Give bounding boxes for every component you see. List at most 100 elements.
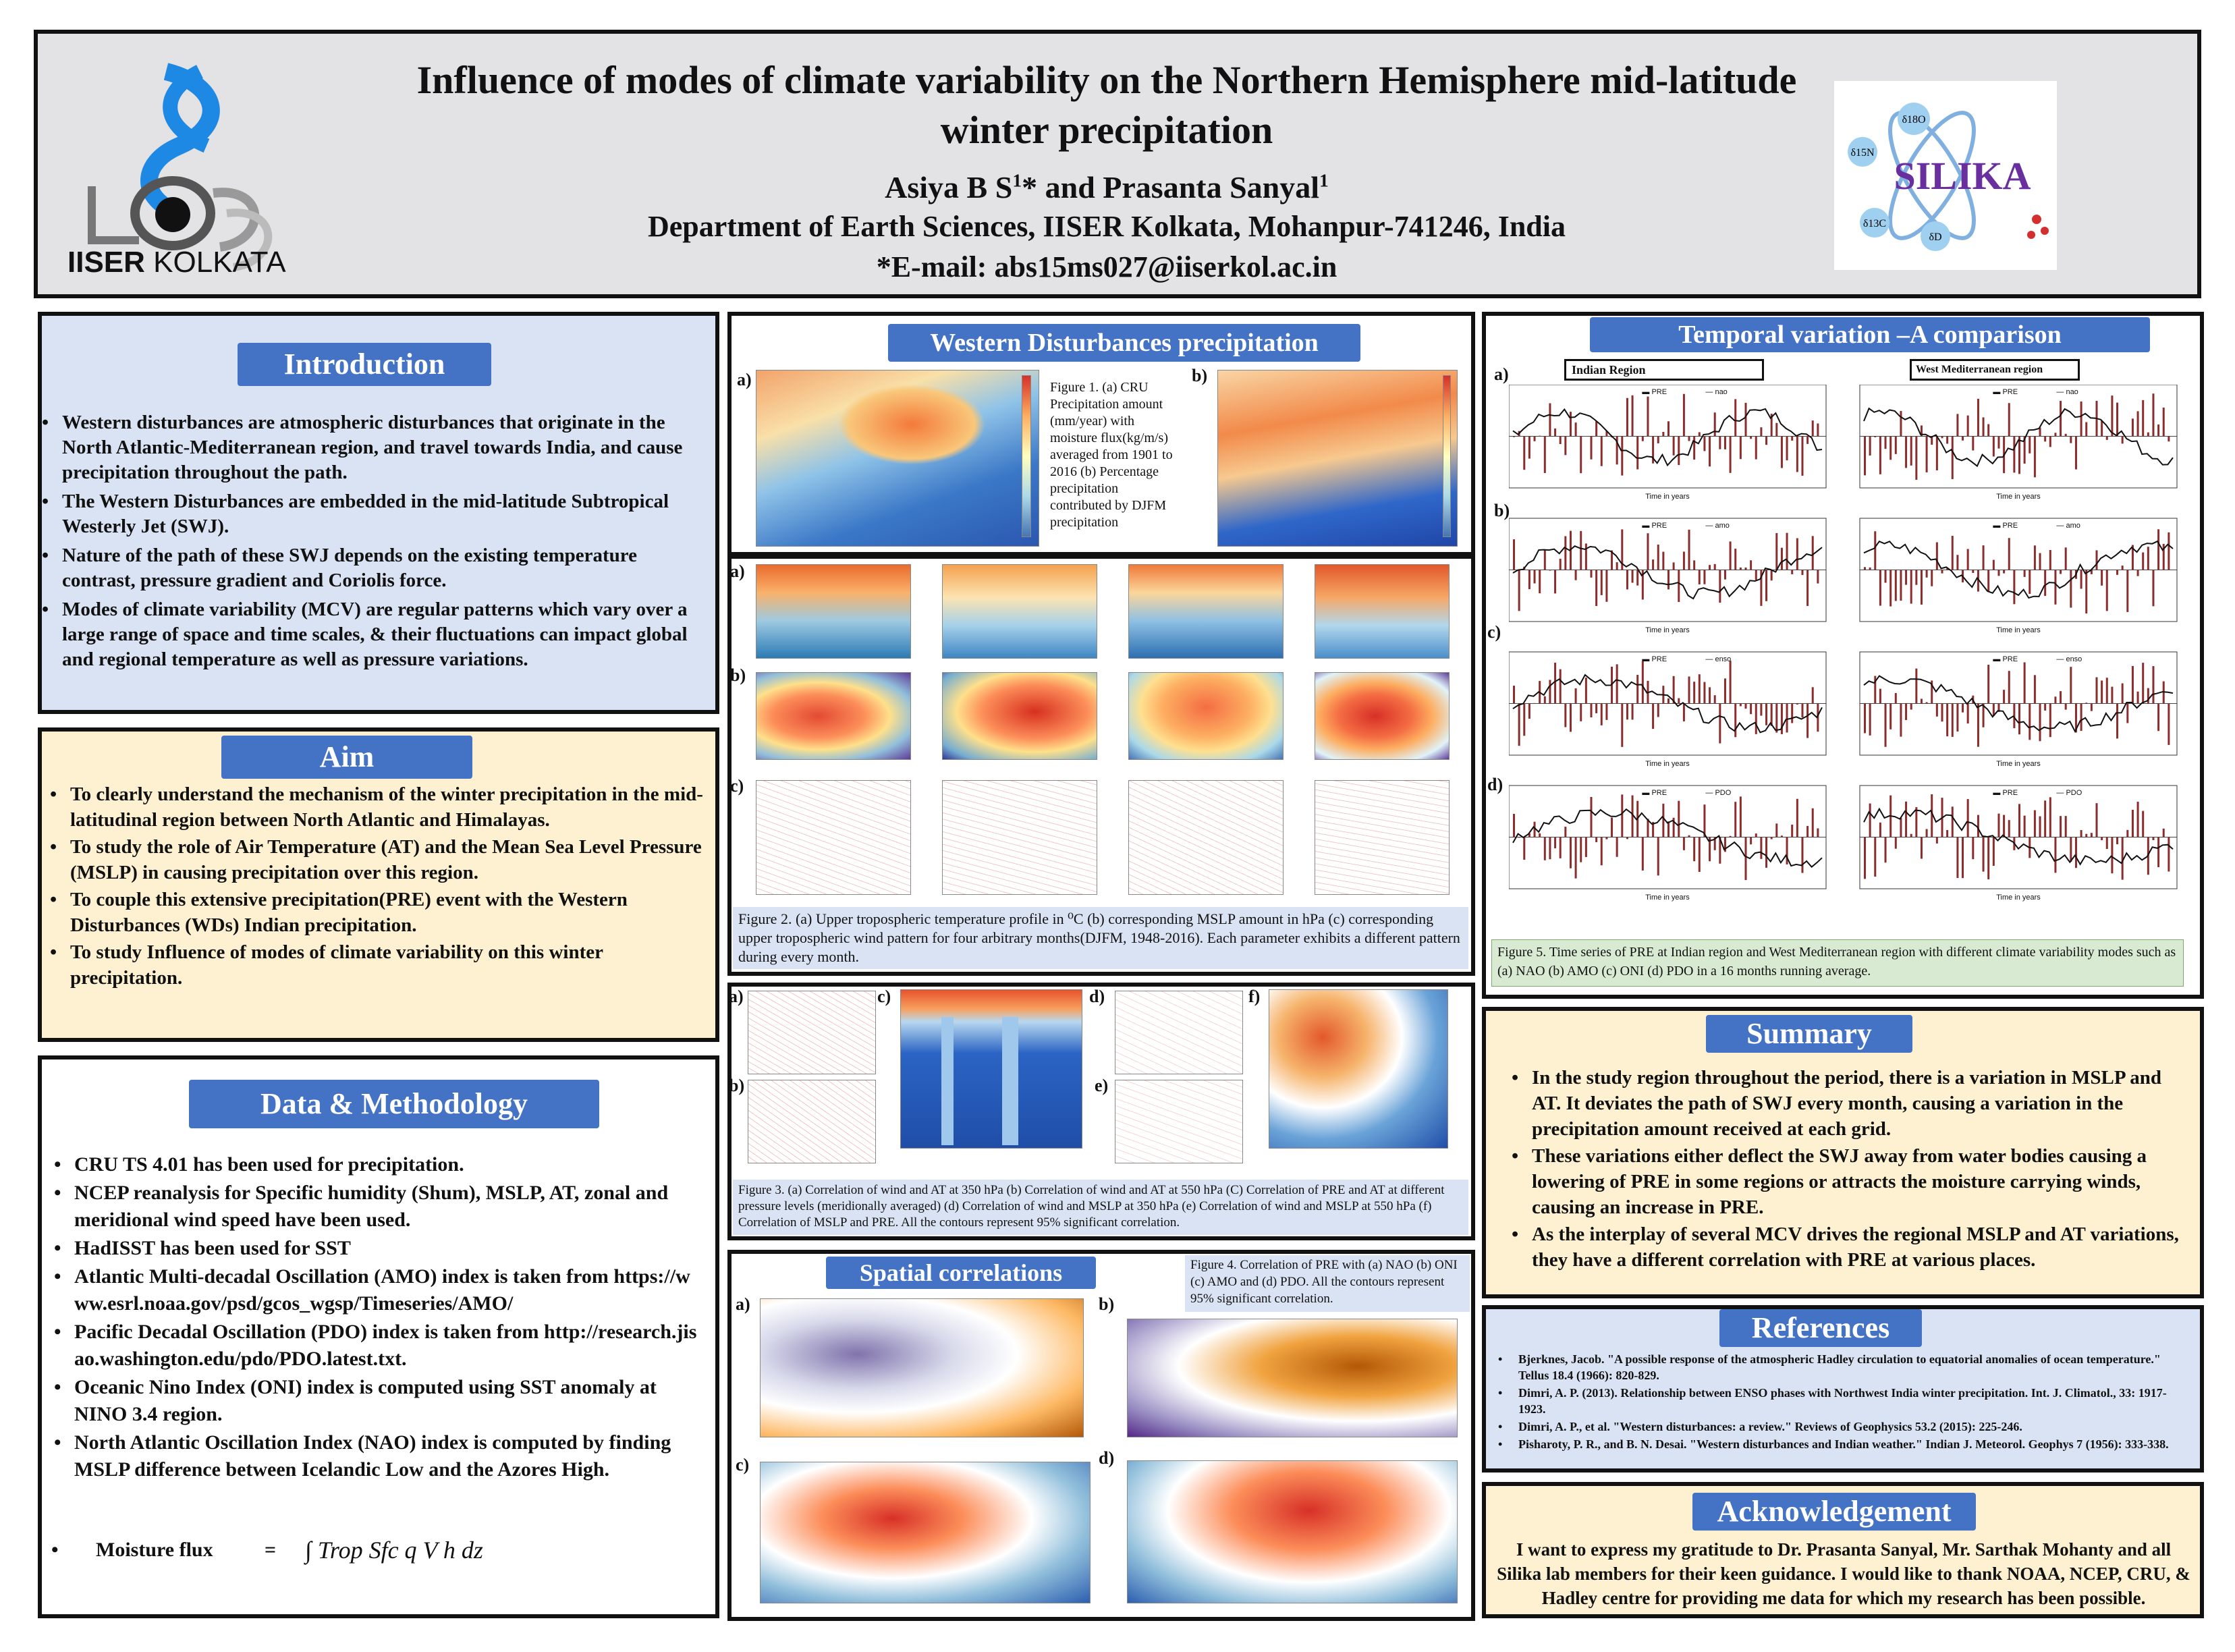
pre-bar: [1905, 801, 1908, 837]
pre-bar: [1900, 703, 1902, 737]
pre-bar: [1652, 559, 1655, 570]
pre-bar: [1672, 562, 1675, 570]
pre-bar: [1611, 550, 1613, 570]
fig1b-colorbar: [1443, 375, 1451, 537]
mode-line: [1512, 408, 1823, 467]
pre-bar: [2003, 815, 2006, 837]
pre-bar: [1935, 837, 1938, 844]
pre-bar: [1600, 837, 1603, 866]
iiser-logo-text: IISER KOLKATA: [67, 246, 286, 279]
pre-bar: [1595, 703, 1598, 713]
pre-bar: [1626, 703, 1628, 720]
pre-bar: [2131, 809, 2134, 837]
pre-bar: [1987, 424, 1990, 437]
pre-bar: [1523, 837, 1526, 860]
fig1-caption: Figure 1. (a) CRU Precipitation amount (…: [1050, 380, 1173, 530]
pre-bar: [1760, 837, 1763, 859]
pre-bar: [2136, 570, 2139, 576]
pre-bar: [1698, 837, 1701, 873]
pre-bar: [1910, 703, 1912, 710]
aim-title: Aim: [221, 736, 472, 779]
temporal-title: Temporal variation –A comparison: [1590, 317, 2150, 352]
pre-bar: [2105, 837, 2108, 850]
pre-bar: [2054, 837, 2057, 873]
pre-bar: [1780, 835, 1783, 837]
pre-bar: [2085, 570, 2088, 614]
fig5-label-a: a): [1494, 364, 1509, 384]
pre-bar: [1884, 837, 1887, 863]
pre-bar: [1631, 795, 1634, 837]
pre-bar: [1574, 570, 1577, 580]
pre-bar: [1672, 817, 1675, 837]
pre-bar: [1693, 560, 1696, 570]
pre-bar: [1719, 703, 1721, 744]
pre-bar: [2131, 665, 2134, 704]
pre-bar: [1977, 815, 1979, 837]
pre-bar: [2003, 690, 2006, 704]
pre-bar: [1580, 703, 1582, 721]
pre-bar: [2044, 703, 2047, 711]
fig2b-map-2: [942, 672, 1097, 760]
legend-mode: — nao: [1705, 388, 1727, 396]
pre-bar: [2095, 803, 2098, 837]
list-item: In the study region throughout the perio…: [1512, 1065, 2180, 1142]
list-item: As the interplay of several MCV drives t…: [1512, 1221, 2180, 1273]
pre-bar: [1698, 674, 1701, 704]
pre-bar: [1543, 549, 1546, 570]
pre-bar: [1657, 837, 1659, 876]
isotope-c-label: δ13C: [1863, 218, 1886, 229]
pre-bar: [1580, 436, 1582, 474]
x-axis-label: Time in years: [1996, 760, 2041, 768]
pre-bar: [1997, 436, 2000, 449]
pre-bar: [1931, 570, 1933, 586]
fig4-label-b: b): [1099, 1294, 1115, 1314]
pre-bar: [1966, 703, 1969, 724]
x-axis-label: Time in years: [1645, 493, 1690, 501]
pre-bar: [1786, 703, 1788, 733]
pre-bar: [1780, 436, 1783, 468]
pre-bar: [1869, 567, 1871, 570]
legend-pre: ▬ PRE: [1993, 655, 2018, 663]
pre-bar: [1513, 686, 1515, 704]
pre-bar: [1915, 570, 1918, 585]
pre-bar: [2049, 550, 2051, 570]
wd-precip-title: Western Disturbances precipitation: [888, 324, 1360, 362]
chart-frame: [1509, 385, 1827, 489]
pre-bar: [1915, 807, 1918, 837]
pre-bar: [1869, 803, 1871, 837]
pre-bar: [2023, 570, 2026, 577]
pre-bar: [1786, 436, 1788, 461]
pre-bar: [1869, 436, 1871, 456]
fig3e-wind-map: [1115, 1080, 1243, 1163]
pre-bar: [1972, 570, 1975, 574]
pre-bar: [1987, 665, 1990, 704]
pre-bar: [1935, 703, 1938, 717]
mode-line: [1512, 545, 1823, 600]
pre-bar: [1962, 837, 1964, 879]
pre-bar: [1518, 570, 1520, 611]
pre-bar: [1528, 703, 1530, 719]
fig5-chart-4-1: ▬ PRE — PDO Time in years: [1509, 785, 1827, 902]
fig5-label-b: b): [1494, 501, 1510, 520]
chart-frame: [1509, 651, 1827, 756]
pre-bar: [1626, 397, 1628, 437]
pre-bar: [2029, 570, 2031, 595]
pre-bar: [1605, 570, 1608, 602]
list-item: To study the role of Air Temperature (AT…: [50, 834, 705, 885]
pre-bar: [2013, 703, 2016, 729]
list-item: These variations either deflect the SWJ …: [1512, 1143, 2180, 1220]
pre-bar: [1569, 837, 1572, 869]
pre-bar: [1549, 403, 1551, 437]
pre-bar: [2095, 550, 2098, 570]
pre-bar: [1946, 703, 1949, 737]
pre-bar: [1780, 703, 1783, 734]
pre-bar: [1584, 678, 1587, 704]
pre-bar: [1678, 698, 1680, 704]
pre-bar: [1864, 567, 1866, 570]
pre-bar: [1977, 570, 1979, 592]
fig3-label-f: f): [1248, 987, 1261, 1006]
aim-list: To clearly understand the mechanism of t…: [50, 781, 705, 991]
fig5-label-d: d): [1487, 775, 1503, 794]
pre-bar: [1920, 425, 1923, 437]
pre-bar: [1869, 703, 1871, 736]
